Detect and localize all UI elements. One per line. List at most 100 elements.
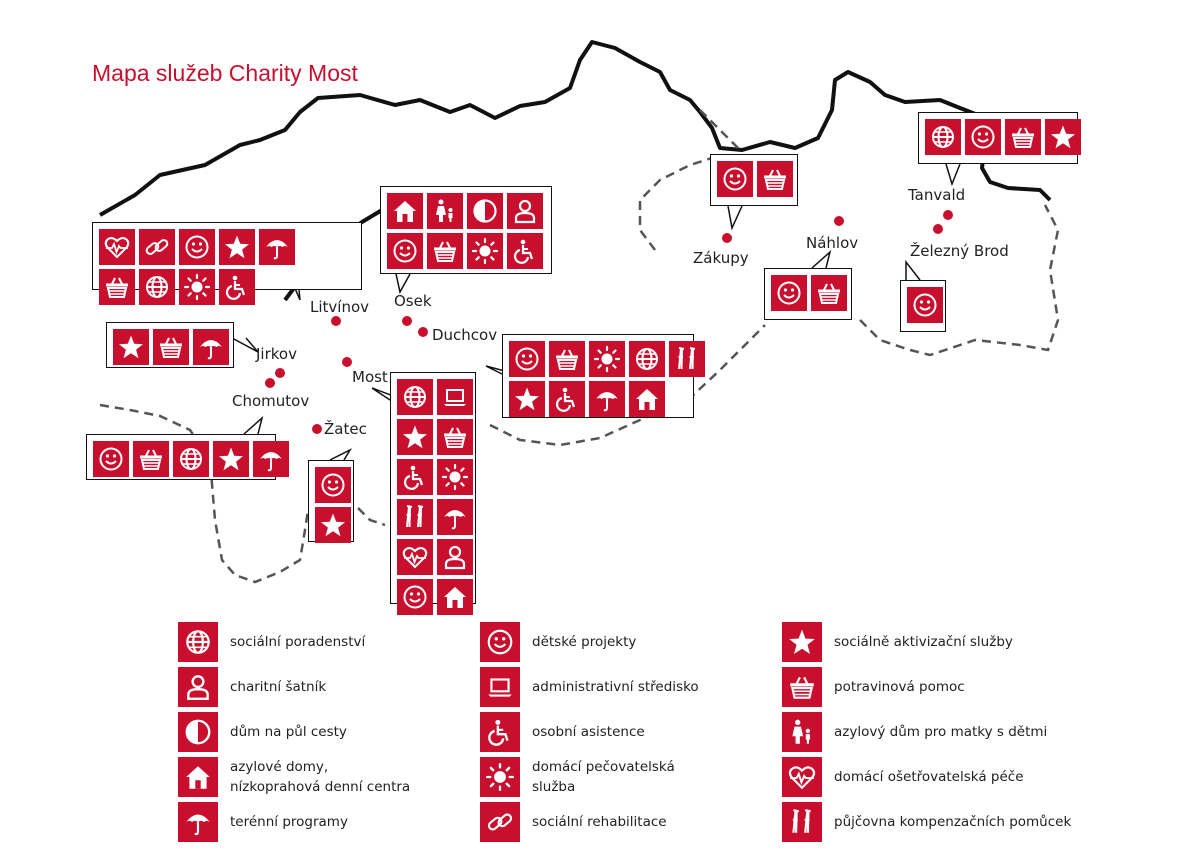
house-icon xyxy=(178,757,218,797)
services-callout xyxy=(764,268,852,320)
legend-item: terénní programy xyxy=(178,802,348,842)
sun-icon xyxy=(480,757,520,797)
star-icon xyxy=(397,419,433,455)
house-icon xyxy=(437,579,473,615)
city-label: Most xyxy=(352,368,388,386)
city-label: Jirkov xyxy=(256,345,297,363)
basket-icon xyxy=(1005,119,1041,155)
legend-label: sociální rehabilitace xyxy=(532,814,667,830)
legend-item: charitní šatník xyxy=(178,667,326,707)
legend-item: azylové domy, nízkoprahová denní centra xyxy=(178,757,410,797)
umbrella-icon xyxy=(589,381,625,417)
services-callout xyxy=(502,334,705,418)
city-marker[interactable] xyxy=(834,216,844,226)
city-marker[interactable] xyxy=(312,424,322,434)
globe-icon xyxy=(925,119,961,155)
city-label: Tanvald xyxy=(908,186,966,204)
smile-icon xyxy=(771,275,807,311)
wheelchair-icon xyxy=(219,269,255,305)
legend-label: potravinová pomoc xyxy=(834,679,965,695)
legend-label: azylový dům pro matky s dětmi xyxy=(834,724,1048,740)
city-marker[interactable] xyxy=(722,233,732,243)
globe-icon xyxy=(629,341,665,377)
callout-tail xyxy=(243,415,264,435)
person-icon xyxy=(437,539,473,575)
basket-icon xyxy=(549,341,585,377)
half-circle-icon xyxy=(178,712,218,752)
city-marker[interactable] xyxy=(402,316,412,326)
legend-item: domácí ošetřovatelská péče xyxy=(782,757,1024,797)
wheelchair-icon xyxy=(549,381,585,417)
legend-label: terénní programy xyxy=(230,814,348,830)
legend-label: administrativní středisko xyxy=(532,679,699,695)
legend-label: domácí ošetřovatelská péče xyxy=(834,769,1024,785)
legend-item: administrativní středisko xyxy=(480,667,699,707)
smile-icon xyxy=(387,233,423,269)
legend-label: dětské projekty xyxy=(532,634,637,650)
chain-icon xyxy=(139,229,175,265)
person-icon xyxy=(178,667,218,707)
basket-icon xyxy=(757,161,793,197)
services-callout xyxy=(106,322,234,368)
basket-icon xyxy=(133,441,169,477)
city-label: Náhlov xyxy=(806,234,859,252)
star-icon xyxy=(315,507,351,543)
crutches-icon xyxy=(669,341,705,377)
callout-tail xyxy=(811,249,832,269)
services-callout xyxy=(710,154,798,206)
laptop-icon xyxy=(480,667,520,707)
umbrella-icon xyxy=(253,441,289,477)
house-icon xyxy=(387,193,423,229)
services-callout xyxy=(380,186,552,274)
basket-icon xyxy=(427,233,463,269)
city-label: Chomutov xyxy=(232,392,310,410)
crutches-icon xyxy=(397,499,433,535)
legend-item: potravinová pomoc xyxy=(782,667,965,707)
smile-icon xyxy=(717,161,753,197)
umbrella-icon xyxy=(193,329,229,365)
state-border xyxy=(99,40,1052,217)
callout-tail xyxy=(905,259,921,281)
city-marker[interactable] xyxy=(418,327,428,337)
services-callout xyxy=(92,222,362,305)
legend-item: půjčovna kompenzačních pomůcek xyxy=(782,802,1071,842)
star-icon xyxy=(782,622,822,662)
laptop-icon xyxy=(437,379,473,415)
globe-icon xyxy=(178,622,218,662)
house-icon xyxy=(629,381,665,417)
city-marker[interactable] xyxy=(331,316,341,326)
legend-item: osobní asistence xyxy=(480,712,645,752)
services-callout xyxy=(918,112,1081,164)
city-marker[interactable] xyxy=(933,224,943,234)
regional-border xyxy=(99,109,1060,584)
wheelchair-icon xyxy=(480,712,520,752)
city-marker[interactable] xyxy=(265,378,275,388)
smile-icon xyxy=(397,579,433,615)
services-callout xyxy=(86,434,289,480)
globe-icon xyxy=(397,379,433,415)
city-marker[interactable] xyxy=(943,210,953,220)
basket-icon xyxy=(782,667,822,707)
city-label: Duchcov xyxy=(432,326,498,344)
sun-icon xyxy=(437,459,473,495)
city-marker[interactable] xyxy=(275,368,285,378)
callout-tail xyxy=(395,273,411,295)
city-marker[interactable] xyxy=(342,357,352,367)
smile-icon xyxy=(179,229,215,265)
smile-icon xyxy=(509,341,545,377)
callout-tail xyxy=(945,163,961,187)
basket-icon xyxy=(437,419,473,455)
callout-tail xyxy=(231,337,259,353)
heartbeat-icon xyxy=(397,539,433,575)
wheelchair-icon xyxy=(507,233,543,269)
city-label: Žatec xyxy=(324,420,367,438)
services-callout xyxy=(390,372,476,615)
umbrella-icon xyxy=(259,229,295,265)
callout-tail xyxy=(727,205,743,231)
services-callout xyxy=(900,280,946,332)
star-icon xyxy=(113,329,149,365)
globe-icon xyxy=(139,269,175,305)
services-callout xyxy=(308,460,354,543)
legend-item: dětské projekty xyxy=(480,622,636,662)
chain-icon xyxy=(480,802,520,842)
